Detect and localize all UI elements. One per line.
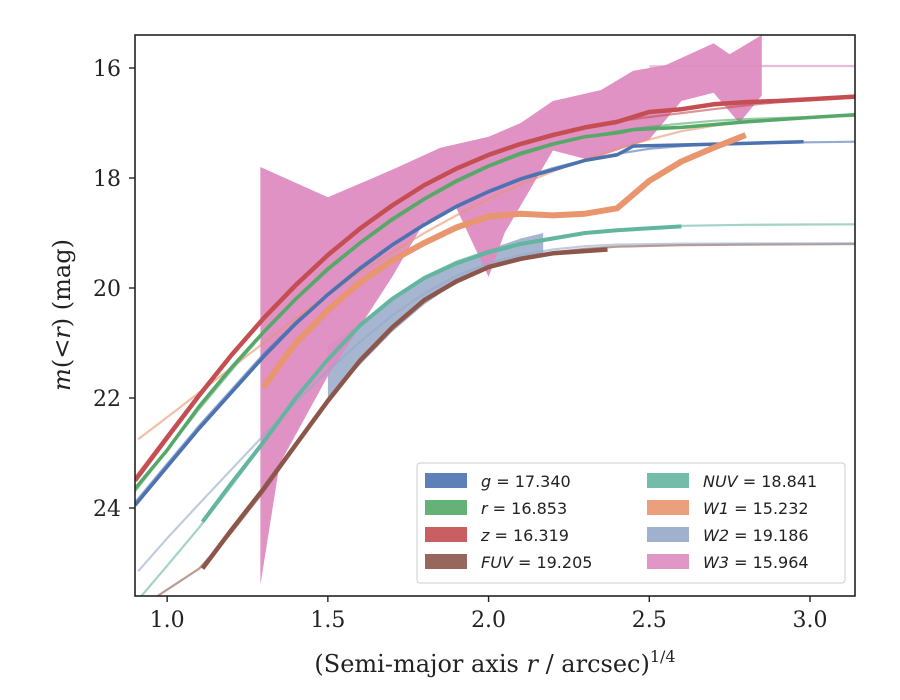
plot-frame [134,34,856,597]
y-axis-title: m(<r) (mag) [48,239,76,391]
legend-label-r: r = 16.853 [481,499,567,518]
legend-swatch-w1 [647,500,689,515]
legend-label-z: z = 16.319 [480,526,569,545]
y-tick-label: 16 [93,57,121,82]
y-tick-label: 20 [93,277,121,302]
x-tick-label: 2.0 [471,608,506,633]
legend-swatch-z [425,527,467,542]
legend-label-w3: W3 = 15.964 [703,553,809,572]
x-axis: 1.0 1.5 2.0 2.5 3.0 [150,596,828,633]
measured-line-g [135,139,804,507]
legend-frame [416,462,846,584]
x-tick-label: 1.0 [150,608,185,633]
y-tick-label: 24 [93,497,121,522]
measured-line-z [135,94,855,482]
legend-label-nuv: NUV = 18.841 [703,472,817,491]
x-tick-label: 1.5 [310,608,345,633]
y-tick-label: 18 [93,167,121,192]
legend-swatch-w2 [647,527,689,542]
legend: g = 17.340 r = 16.853 z = 16.319 FUV = 19.2… [416,462,846,584]
measured-line-w1 [261,132,747,389]
y-tick-label: 22 [93,387,121,412]
measured-line-fuv [200,247,608,570]
legend-swatch-nuv [647,473,689,488]
x-axis-title: (Semi-major axis r / arcsec)1/4 [314,647,675,678]
legend-swatch-fuv [425,554,467,569]
legend-swatch-w3 [647,554,689,569]
legend-label-w2: W2 = 19.186 [703,526,809,545]
legend-swatch-r [425,500,467,515]
series-layer [135,35,855,596]
legend-label-fuv: FUV = 19.205 [481,553,592,572]
legend-swatch-g [425,473,467,488]
measured-line-nuv [200,224,682,523]
y-axis: 16 18 20 22 24 [93,57,135,522]
x-tick-label: 2.5 [632,608,667,633]
legend-label-w1: W1 = 15.232 [703,499,809,518]
measured-line-r [135,113,855,490]
legend-label-g: g = 17.340 [481,472,571,491]
fit-line-w2 [137,242,855,572]
x-tick-label: 3.0 [793,608,828,633]
